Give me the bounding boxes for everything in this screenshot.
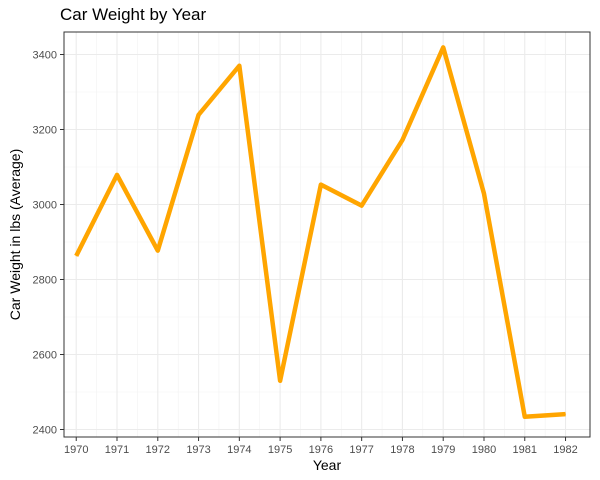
chart-title: Car Weight by Year (60, 5, 207, 24)
data-point (524, 416, 526, 418)
data-point (238, 65, 240, 67)
series-layer (74, 45, 567, 419)
x-tick-label: 1974 (227, 444, 251, 456)
data-point (116, 174, 118, 176)
y-axis-title: Car Weight in lbs (Average) (7, 149, 23, 320)
x-tick-label: 1973 (186, 444, 210, 456)
y-tick-label: 3000 (33, 200, 57, 212)
data-point (157, 250, 159, 252)
data-point (483, 193, 485, 195)
x-axis-title: Year (313, 457, 342, 473)
x-tick-label: 1971 (105, 444, 129, 456)
plot-panel-border (63, 31, 591, 438)
x-axis-ticks: 1970 1971 1972 1973 1974 1975 1976 1977 1978 1979… (64, 437, 578, 456)
y-tick-label: 3400 (33, 50, 57, 62)
y-tick-label: 2800 (33, 275, 57, 287)
x-tick-label: 1978 (390, 444, 414, 456)
minor-gridlines (64, 32, 590, 437)
x-tick-label: 1979 (431, 444, 455, 456)
x-tick-label: 1976 (309, 444, 333, 456)
x-tick-label: 1981 (513, 444, 537, 456)
y-tick-label: 2400 (33, 425, 57, 437)
y-tick-label: 2600 (33, 350, 57, 362)
data-point (75, 255, 77, 257)
data-point (361, 205, 363, 207)
data-point (442, 46, 444, 48)
x-tick-label: 1972 (146, 444, 170, 456)
y-tick-label: 3200 (33, 125, 57, 137)
x-tick-label: 1970 (64, 444, 88, 456)
data-point (565, 413, 567, 415)
x-tick-label: 1977 (349, 444, 373, 456)
data-point (279, 380, 281, 382)
x-tick-label: 1975 (268, 444, 292, 456)
data-point (198, 114, 200, 116)
major-gridlines (64, 32, 590, 437)
data-point (320, 184, 322, 186)
x-tick-label: 1980 (472, 444, 496, 456)
y-axis-ticks: 2400 2600 2800 3000 3200 3400 (33, 50, 64, 437)
x-tick-label: 1982 (553, 444, 577, 456)
data-point (401, 139, 403, 141)
